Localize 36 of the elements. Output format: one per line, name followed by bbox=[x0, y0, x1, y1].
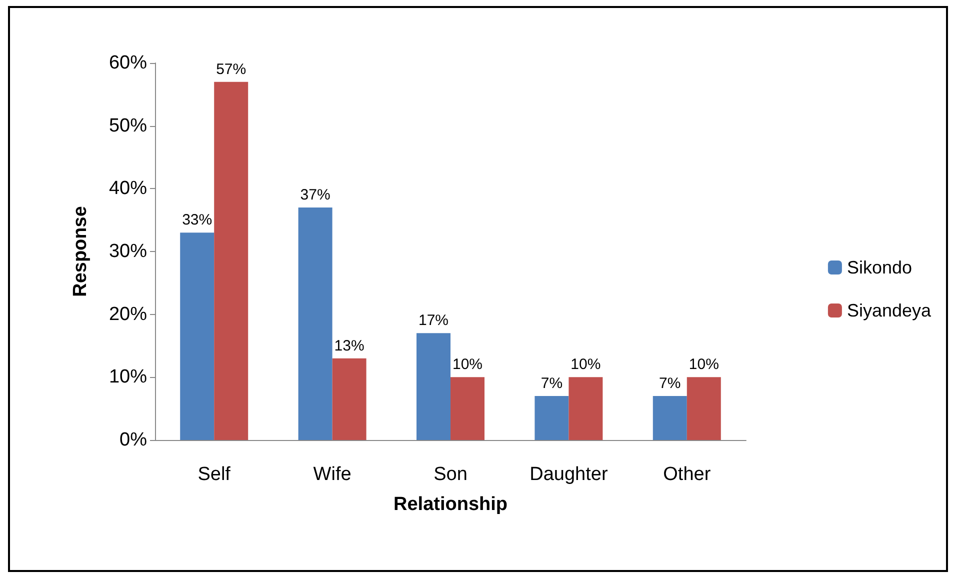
y-tick-label: 10% bbox=[108, 366, 148, 388]
data-label: 13% bbox=[334, 337, 364, 354]
data-label: 7% bbox=[659, 375, 681, 392]
data-label: 37% bbox=[300, 186, 330, 204]
y-tick-label: 60% bbox=[108, 52, 148, 74]
y-tick-label: 50% bbox=[108, 115, 148, 136]
bar bbox=[180, 232, 214, 440]
x-tick-label: Daughter bbox=[530, 464, 608, 485]
y-tick-label: 40% bbox=[108, 178, 148, 200]
bar bbox=[214, 82, 248, 440]
data-label: 17% bbox=[418, 312, 449, 330]
data-label: 57% bbox=[216, 60, 246, 78]
data-label: 10% bbox=[452, 356, 483, 374]
bar bbox=[298, 208, 332, 440]
x-tick-label: Son bbox=[434, 464, 468, 485]
bar bbox=[652, 396, 687, 440]
x-tick-label: Wife bbox=[313, 464, 352, 485]
bar bbox=[416, 333, 450, 440]
x-tick-label: Other bbox=[663, 464, 712, 485]
data-label: 7% bbox=[540, 375, 563, 392]
bar bbox=[534, 396, 569, 440]
legend-label: Sikondo bbox=[846, 258, 912, 278]
bar bbox=[450, 377, 484, 440]
data-label: 10% bbox=[570, 356, 601, 374]
y-tick-label: 0% bbox=[120, 430, 148, 450]
y-axis-title: Response bbox=[70, 206, 91, 297]
x-tick-label: Self bbox=[198, 464, 232, 485]
legend-label: Siyandeya bbox=[846, 300, 932, 320]
y-tick-label: 30% bbox=[108, 241, 148, 262]
bar bbox=[686, 377, 721, 440]
bar bbox=[332, 358, 366, 440]
data-label: 10% bbox=[688, 356, 719, 374]
data-label: 33% bbox=[182, 212, 212, 229]
y-tick-label: 20% bbox=[108, 304, 148, 325]
x-axis-title: Relationship bbox=[393, 494, 508, 515]
bar bbox=[568, 377, 603, 440]
